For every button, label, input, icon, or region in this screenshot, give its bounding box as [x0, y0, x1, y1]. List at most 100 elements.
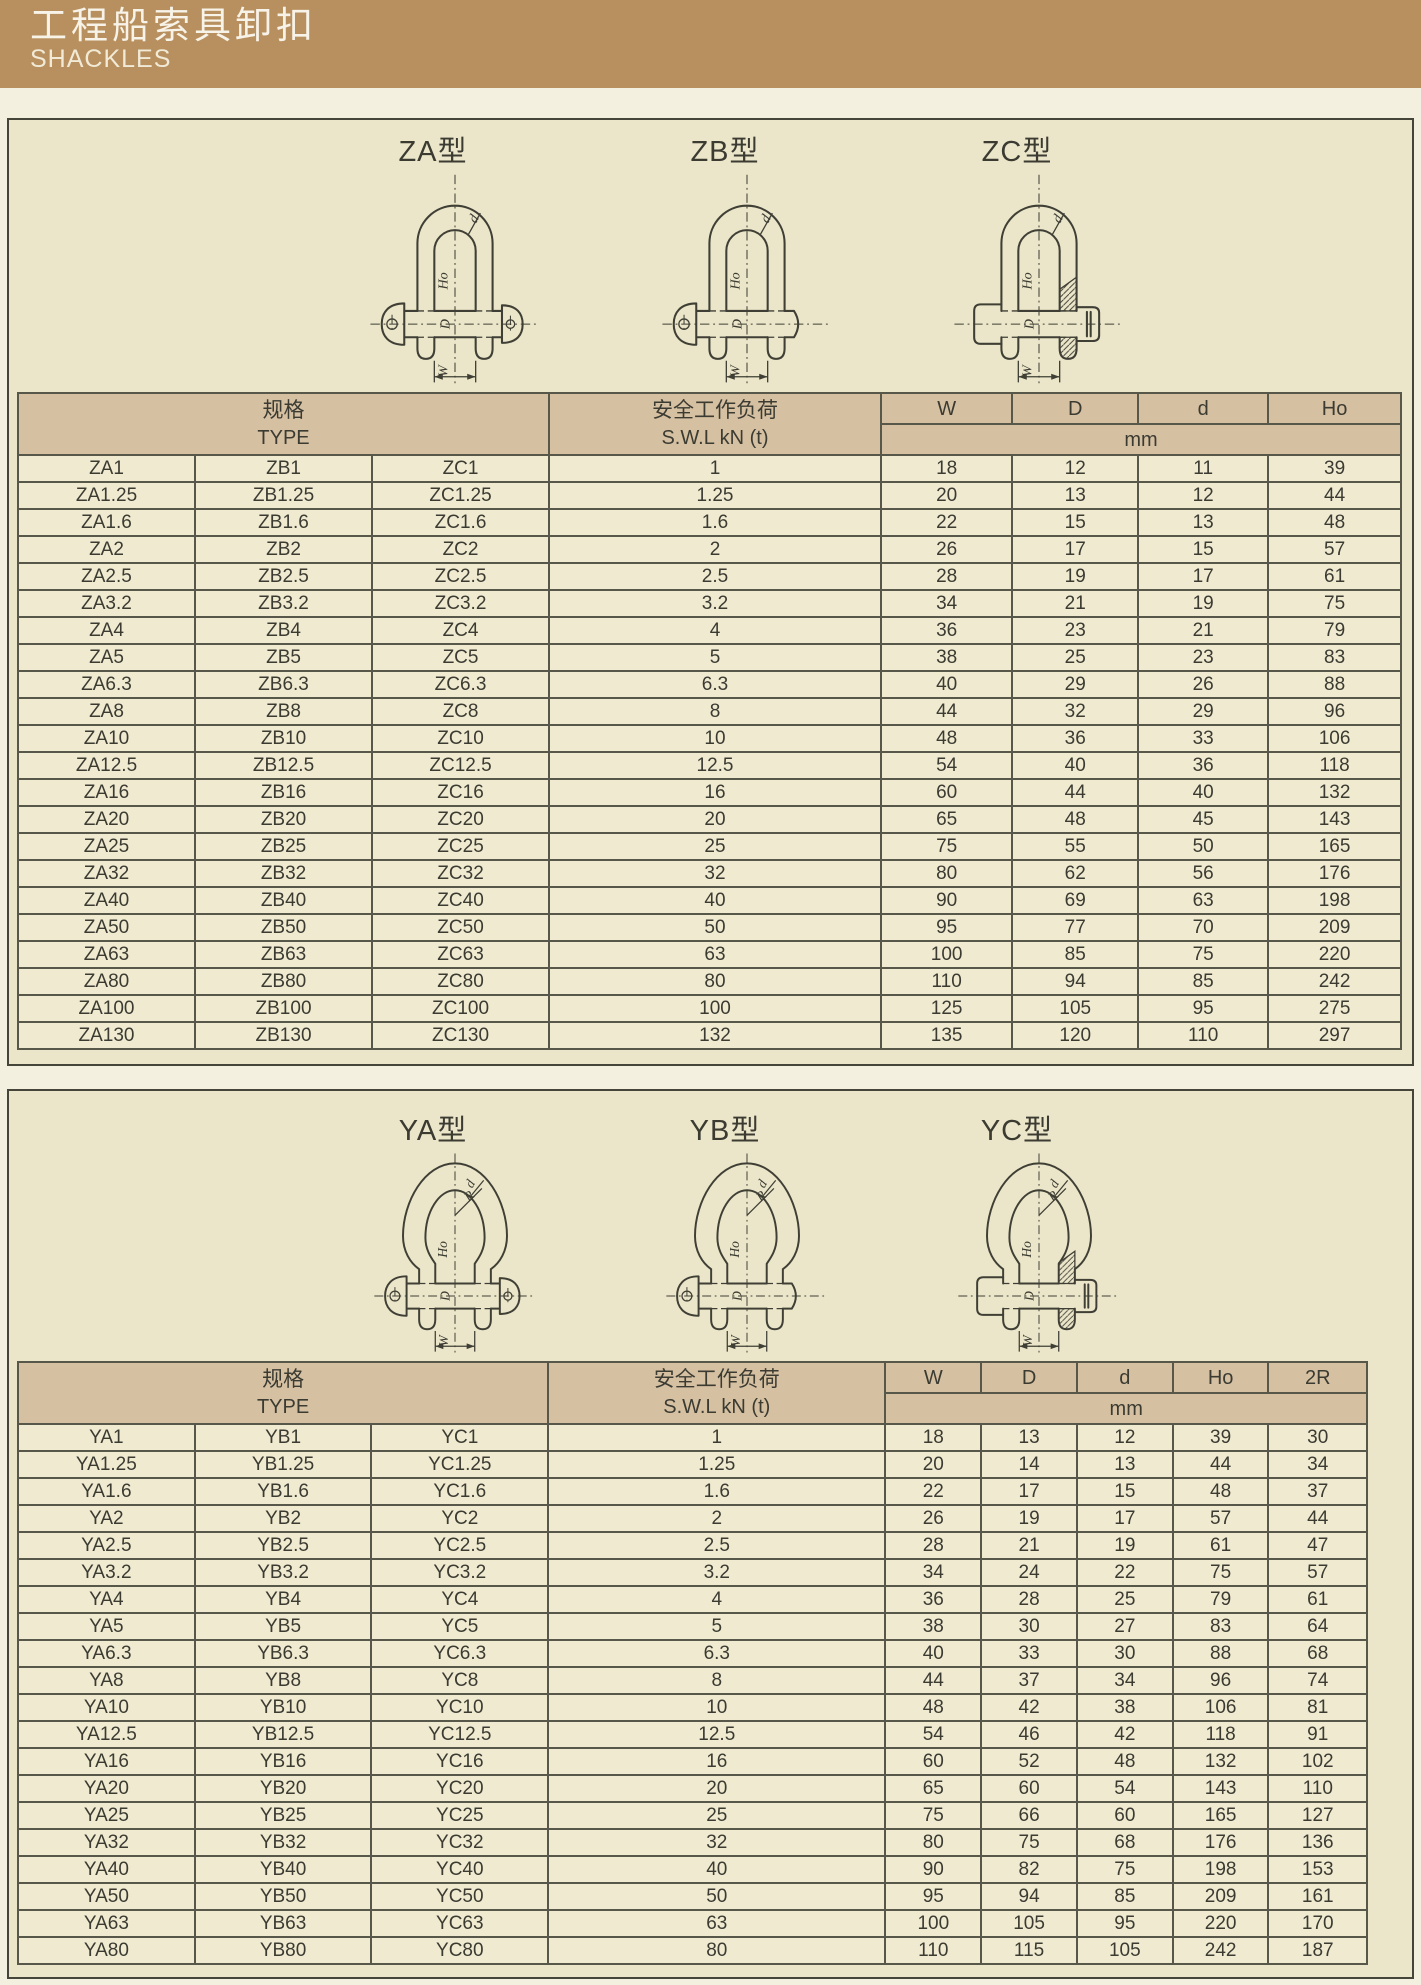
table-cell: 68: [1075, 1828, 1174, 1857]
table-cell: 106: [1171, 1693, 1270, 1722]
table-cell: 44: [1267, 1504, 1368, 1533]
bow-shackle-panel: YA型 d R Ho D W YB型 d R Ho D W YC型: [7, 1089, 1414, 1979]
dim-label-width: W: [1020, 1333, 1035, 1346]
table-cell: 165: [1171, 1801, 1270, 1830]
table-cell: ZA130: [16, 1021, 197, 1050]
dim-label-width: W: [436, 1333, 451, 1346]
table-row: ZA12.5 ZB12.5 ZC12.5 12.5 54 40 36 118: [16, 751, 1402, 780]
table-row: ZA2.5 ZB2.5 ZC2.5 2.5 28 19 17 61: [16, 562, 1402, 591]
table-cell: 75: [884, 1801, 983, 1830]
table-cell: 102: [1267, 1747, 1368, 1776]
table-cell: 19: [1075, 1531, 1174, 1560]
table-cell: 15: [1075, 1477, 1174, 1506]
table-row: ZA8 ZB8 ZC8 8 44 32 29 96: [16, 697, 1402, 726]
dim-label-pin: D: [1022, 1291, 1037, 1302]
bow-shackle-diagram-ya: d R Ho D W: [373, 1152, 537, 1354]
table-cell: 14: [980, 1450, 1078, 1479]
table-row: ZA25 ZB25 ZC25 25 75 55 50 165: [16, 832, 1402, 861]
table-cell: 63: [547, 1909, 887, 1938]
table-cell: 17: [1137, 562, 1270, 591]
table-cell: 88: [1171, 1639, 1270, 1668]
col-header-w: W: [884, 1361, 983, 1394]
table-cell: 18: [879, 454, 1014, 483]
dim-label-d: d: [1046, 1177, 1063, 1190]
table-cell: YC2: [370, 1504, 550, 1533]
table-cell: 32: [548, 859, 882, 888]
table-row: YA40 YB40 YC40 40 90 82 75 198 153: [17, 1855, 1368, 1884]
table-row: YA2 YB2 YC2 2 26 19 17 57 44: [17, 1504, 1368, 1533]
table-cell: ZB130: [194, 1021, 374, 1050]
table-cell: YB4: [193, 1585, 373, 1614]
dim-label-pin: D: [729, 319, 745, 330]
table-cell: YA6.3: [17, 1639, 196, 1668]
table-cell: 50: [548, 913, 882, 942]
table-cell: 60: [884, 1747, 983, 1776]
table-cell: YC32: [370, 1828, 550, 1857]
table-cell: ZA25: [16, 832, 197, 861]
dim-label-width: W: [728, 1333, 743, 1346]
spec-header: 规格 TYPE: [16, 1361, 550, 1425]
table-cell: 85: [1075, 1882, 1174, 1911]
table-cell: ZA40: [16, 886, 197, 915]
table-cell: 23: [1011, 616, 1140, 645]
table-cell: 83: [1171, 1612, 1270, 1641]
table-row: YA20 YB20 YC20 20 65 60 54 143 110: [17, 1774, 1368, 1803]
table-row: YA3.2 YB3.2 YC3.2 3.2 34 24 22 75 57: [17, 1558, 1368, 1587]
table-cell: 6.3: [547, 1639, 887, 1668]
table-cell: YA25: [17, 1801, 196, 1830]
table-cell: 33: [980, 1639, 1078, 1668]
table-cell: YB40: [193, 1855, 373, 1884]
table-cell: 143: [1171, 1774, 1270, 1803]
swl-header-zh: 安全工作负荷: [653, 1368, 780, 1392]
table-cell: 90: [884, 1855, 983, 1884]
table-cell: 28: [884, 1531, 983, 1560]
table-cell: 25: [1075, 1585, 1174, 1614]
table-cell: 34: [1267, 1450, 1368, 1479]
table-row: YA32 YB32 YC32 32 80 75 68 176 136: [17, 1828, 1368, 1857]
table-cell: ZA63: [16, 940, 197, 969]
table-cell: ZA10: [16, 724, 197, 753]
table-row: YA50 YB50 YC50 50 95 94 85 209 161: [17, 1882, 1368, 1911]
table-cell: ZA1.25: [16, 481, 197, 510]
table-cell: 4: [548, 616, 882, 645]
table-row: YA2.5 YB2.5 YC2.5 2.5 28 21 19 61 47: [17, 1531, 1368, 1560]
table-cell: 13: [1011, 481, 1140, 510]
table-cell: ZB3.2: [194, 589, 374, 618]
table-cell: 40: [884, 1639, 983, 1668]
table-cell: ZC20: [371, 805, 551, 834]
table-cell: 28: [879, 562, 1014, 591]
table-cell: YB32: [193, 1828, 373, 1857]
figure-label-zc: ZC型: [981, 136, 1053, 168]
table-cell: ZB5: [194, 643, 374, 672]
table-cell: ZB12.5: [194, 751, 374, 780]
table-cell: 15: [1137, 535, 1270, 564]
table-cell: 36: [1011, 724, 1140, 753]
table-unit-row: mm: [18, 1392, 1368, 1425]
table-row: YA6.3 YB6.3 YC6.3 6.3 40 33 30 88 68: [17, 1639, 1368, 1668]
table-cell: 55: [1011, 832, 1140, 861]
dim-label-ho: Ho: [1019, 272, 1035, 290]
table-cell: 75: [1267, 589, 1402, 618]
table-cell: 44: [1171, 1450, 1270, 1479]
table-cell: 57: [1171, 1504, 1270, 1533]
table-cell: YC1: [370, 1423, 550, 1452]
table-cell: 105: [980, 1909, 1078, 1938]
table-row: ZA1.25 ZB1.25 ZC1.25 1.25 20 13 12 44: [16, 481, 1402, 510]
table-cell: 26: [879, 535, 1014, 564]
table-cell: YB10: [193, 1693, 373, 1722]
table-cell: 136: [1267, 1828, 1368, 1857]
bow-shackle-figures: YA型 d R Ho D W YB型 d R Ho D W YC型: [9, 1091, 1412, 1359]
table-cell: 44: [879, 697, 1014, 726]
table-cell: YC12.5: [370, 1720, 550, 1749]
table-cell: 61: [1267, 562, 1402, 591]
figure-ya: YA型 d R Ho D W: [361, 1107, 549, 1357]
table-cell: YB25: [193, 1801, 373, 1830]
table-row: ZA80 ZB80 ZC80 80 110 94 85 242: [16, 967, 1402, 996]
table-cell: 2: [547, 1504, 887, 1533]
dim-label-ho: Ho: [435, 1241, 450, 1259]
table-cell: YB20: [193, 1774, 373, 1803]
table-header-row: 规格 TYPE 安全工作负荷 S.W.L kN (t) W D d Ho 2R: [16, 1361, 1368, 1425]
table-row: YA5 YB5 YC5 5 38 30 27 83 64: [17, 1612, 1368, 1641]
table-cell: 40: [879, 670, 1014, 699]
table-cell: ZB50: [194, 913, 374, 942]
